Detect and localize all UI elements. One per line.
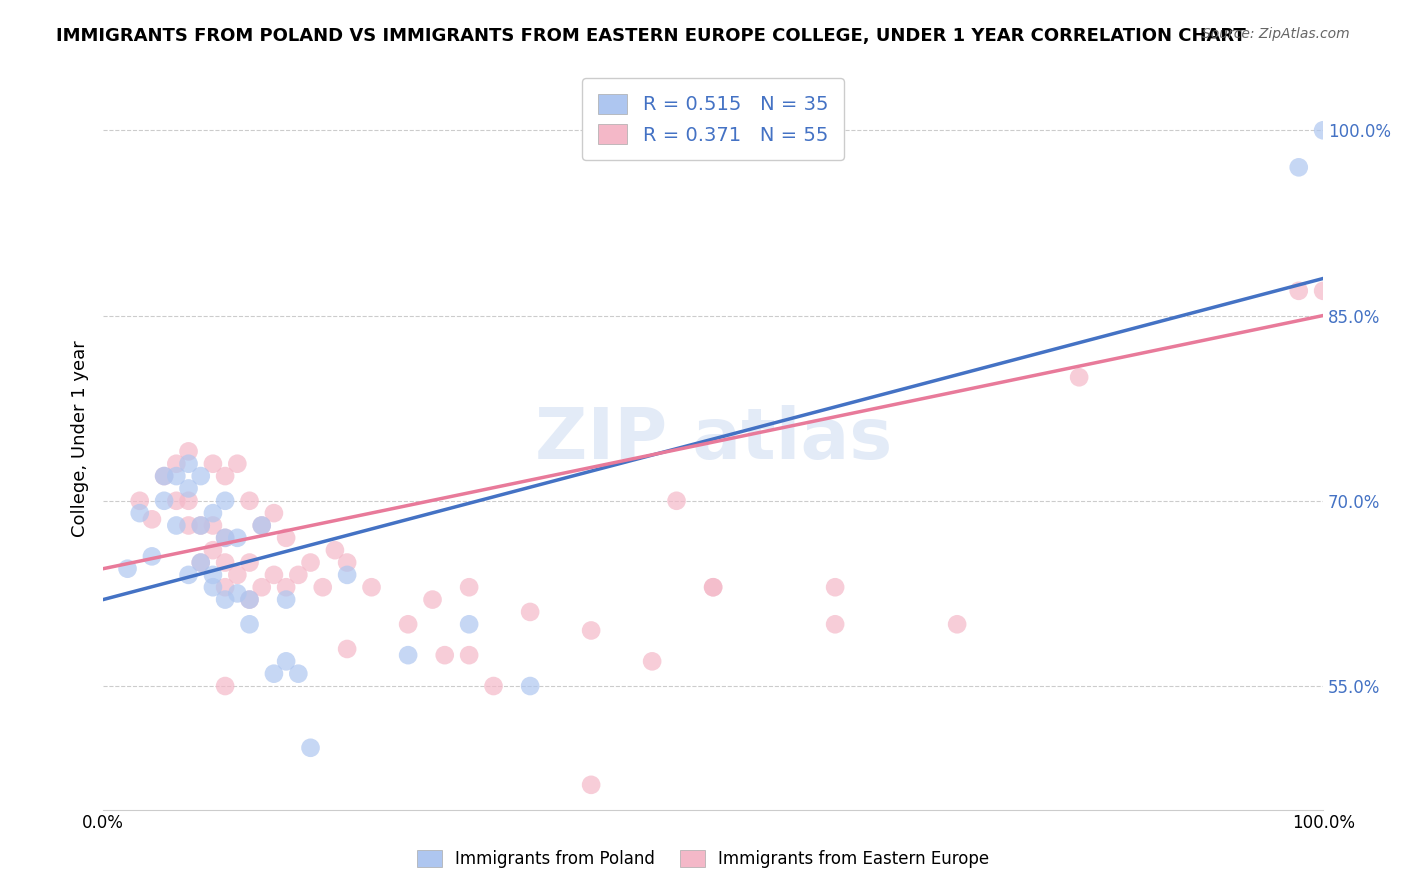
Text: Source: ZipAtlas.com: Source: ZipAtlas.com: [1202, 27, 1350, 41]
Text: IMMIGRANTS FROM POLAND VS IMMIGRANTS FROM EASTERN EUROPE COLLEGE, UNDER 1 YEAR C: IMMIGRANTS FROM POLAND VS IMMIGRANTS FRO…: [56, 27, 1246, 45]
Point: [579, 624, 602, 638]
Point: [1312, 284, 1334, 298]
Point: [312, 580, 335, 594]
Point: [702, 580, 724, 594]
Point: [323, 543, 346, 558]
Point: [177, 567, 200, 582]
Point: [287, 567, 309, 582]
Point: [201, 543, 224, 558]
Point: [336, 556, 359, 570]
Point: [153, 469, 176, 483]
Point: [214, 679, 236, 693]
Point: [482, 679, 505, 693]
Point: [214, 556, 236, 570]
Point: [824, 580, 846, 594]
Point: [190, 518, 212, 533]
Point: [177, 444, 200, 458]
Point: [422, 592, 444, 607]
Point: [190, 469, 212, 483]
Point: [214, 592, 236, 607]
Point: [165, 493, 187, 508]
Point: [519, 679, 541, 693]
Point: [276, 531, 298, 545]
Point: [276, 654, 298, 668]
Point: [165, 457, 187, 471]
Point: [250, 580, 273, 594]
Point: [177, 482, 200, 496]
Point: [201, 506, 224, 520]
Point: [128, 493, 150, 508]
Point: [336, 642, 359, 657]
Point: [141, 549, 163, 564]
Point: [226, 531, 249, 545]
Point: [824, 617, 846, 632]
Point: [141, 512, 163, 526]
Point: [190, 556, 212, 570]
Point: [214, 580, 236, 594]
Point: [250, 518, 273, 533]
Point: [238, 617, 260, 632]
Legend: Immigrants from Poland, Immigrants from Eastern Europe: Immigrants from Poland, Immigrants from …: [411, 843, 995, 875]
Legend: R = 0.515   N = 35, R = 0.371   N = 55: R = 0.515 N = 35, R = 0.371 N = 55: [582, 78, 844, 161]
Point: [117, 562, 139, 576]
Point: [1312, 123, 1334, 137]
Point: [214, 493, 236, 508]
Point: [177, 493, 200, 508]
Point: [263, 567, 285, 582]
Point: [238, 592, 260, 607]
Point: [153, 493, 176, 508]
Point: [360, 580, 382, 594]
Point: [226, 567, 249, 582]
Point: [153, 469, 176, 483]
Point: [214, 469, 236, 483]
Point: [214, 531, 236, 545]
Point: [579, 778, 602, 792]
Point: [458, 648, 481, 662]
Point: [336, 567, 359, 582]
Point: [396, 617, 419, 632]
Point: [276, 580, 298, 594]
Point: [238, 592, 260, 607]
Point: [263, 506, 285, 520]
Point: [226, 586, 249, 600]
Point: [201, 518, 224, 533]
Point: [276, 592, 298, 607]
Point: [519, 605, 541, 619]
Point: [702, 580, 724, 594]
Point: [190, 518, 212, 533]
Point: [299, 740, 322, 755]
Point: [238, 493, 260, 508]
Point: [165, 469, 187, 483]
Point: [433, 648, 456, 662]
Point: [214, 531, 236, 545]
Point: [201, 580, 224, 594]
Point: [299, 556, 322, 570]
Point: [165, 518, 187, 533]
Point: [190, 556, 212, 570]
Point: [1288, 284, 1310, 298]
Point: [128, 506, 150, 520]
Point: [946, 617, 969, 632]
Point: [458, 617, 481, 632]
Point: [201, 567, 224, 582]
Point: [458, 580, 481, 594]
Point: [263, 666, 285, 681]
Point: [1069, 370, 1091, 384]
Point: [177, 457, 200, 471]
Point: [250, 518, 273, 533]
Y-axis label: College, Under 1 year: College, Under 1 year: [72, 341, 89, 537]
Point: [226, 457, 249, 471]
Point: [238, 556, 260, 570]
Point: [177, 518, 200, 533]
Point: [1288, 161, 1310, 175]
Point: [287, 666, 309, 681]
Point: [665, 493, 688, 508]
Point: [641, 654, 664, 668]
Point: [201, 457, 224, 471]
Point: [396, 648, 419, 662]
Text: ZIP atlas: ZIP atlas: [534, 405, 891, 474]
